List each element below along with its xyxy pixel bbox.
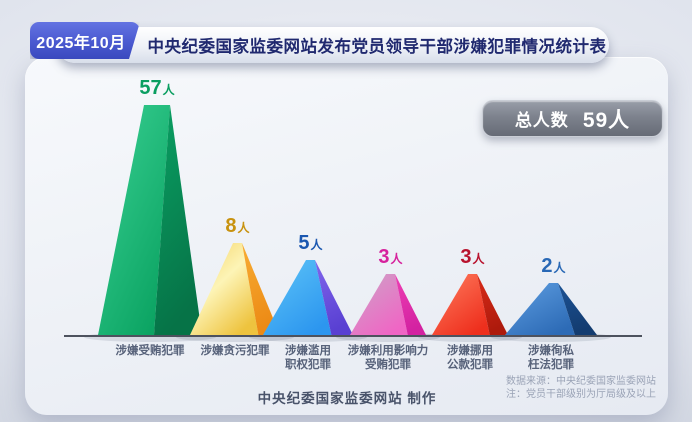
pyramid-side-face (154, 105, 202, 335)
pyramid-bar (98, 105, 202, 335)
pyramid-front-face (190, 243, 259, 335)
pyramid-bar (432, 274, 508, 335)
total-label: 总人数 (514, 111, 569, 130)
pyramid-side-face (395, 274, 426, 335)
footer-notes: 数据来源：中央纪委国家监委网站 注：党员干部级别为厅局级及以上 (506, 375, 656, 401)
pyramid-side-face (315, 260, 353, 335)
page-title: 中央纪委国家监委网站发布党员领导干部涉嫌犯罪情况统计表 (147, 38, 607, 56)
pyramid-bar (190, 243, 280, 335)
pyramid-side-face (477, 274, 508, 335)
pyramid-bar (505, 283, 597, 335)
pyramid-front-face (263, 260, 332, 335)
pyramid-side-face (558, 283, 597, 335)
pyramid-front-face (350, 274, 408, 335)
date-badge-label: 2025年10月 (36, 34, 126, 52)
pyramid-bar (350, 274, 426, 335)
footer-source-note: 数据来源：中央纪委国家监委网站 (506, 376, 656, 387)
total-value: 59人 (582, 108, 631, 132)
pyramid-bar (263, 260, 353, 335)
footer-level-note: 注：党员干部级别为厅局级及以上 (506, 389, 656, 400)
footer-credit: 中央纪委国家监委网站 制作 (257, 391, 437, 406)
pyramid-front-face (98, 105, 170, 335)
pyramid-front-face (505, 283, 575, 335)
pyramid-side-face (242, 243, 280, 335)
total-count-badge: 总人数 59人 (482, 100, 663, 137)
header-title-pill: 中央纪委国家监委网站发布党员领导干部涉嫌犯罪情况统计表 (57, 27, 609, 63)
pyramid-front-face (432, 274, 490, 335)
date-badge: 2025年10月 (30, 22, 140, 59)
